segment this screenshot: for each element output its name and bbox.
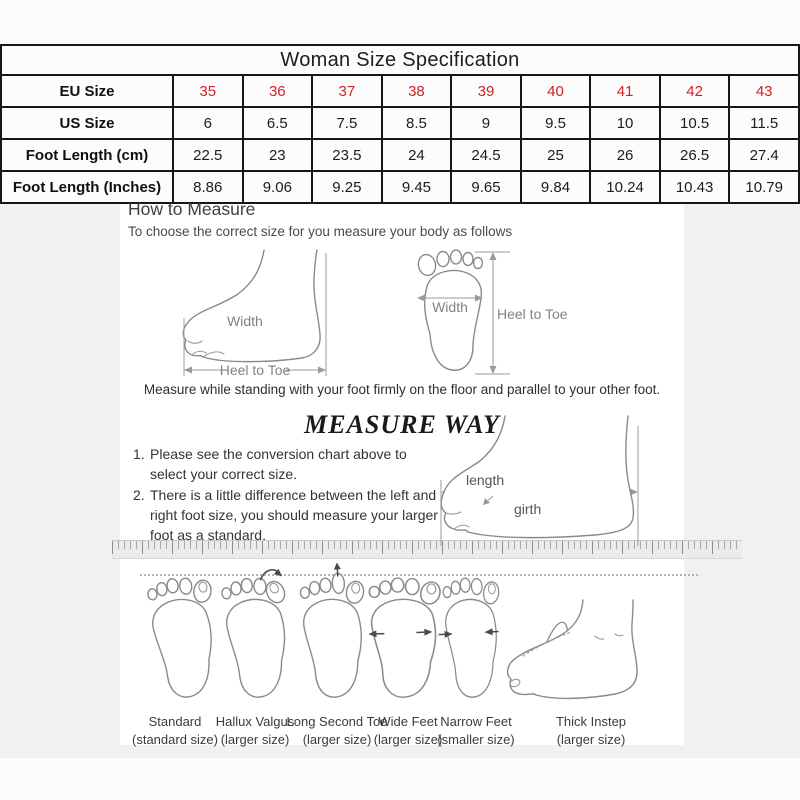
sole-heel-to-toe-label: Heel to Toe [497, 306, 568, 322]
size-value-cell: 39 [450, 74, 522, 108]
size-value-cell: 9.06 [241, 170, 314, 204]
size-value-cell: 9.84 [519, 170, 592, 204]
foot-type-label: Standard (standard size) [125, 713, 225, 749]
size-row-label: Foot Length (cm) [0, 138, 174, 172]
size-value-cell: 6 [172, 106, 244, 140]
foot-type-note: (smaller size) [437, 732, 515, 748]
size-value-cell: 11.5 [728, 106, 800, 140]
size-value-cell: 10.5 [658, 106, 731, 140]
foot-type-note: (larger size) [556, 732, 626, 748]
foot-sole-outline [423, 269, 483, 371]
foot-type-name: Wide Feet [378, 714, 438, 729]
size-value-cell: 10.79 [728, 170, 800, 204]
size-value-cell: 38 [380, 74, 453, 108]
foot-hallux-valgus-illustration [221, 568, 286, 698]
table-title: Woman Size Specification [0, 44, 800, 76]
foot-type-note: (standard size) [132, 732, 218, 748]
size-value-cell: 23 [241, 138, 314, 172]
foot-side-outline [182, 249, 321, 363]
size-value-cell: 24.5 [450, 138, 522, 172]
foot-type-name: Long Second Toe [286, 714, 388, 729]
size-value-cell: 26.5 [658, 138, 731, 172]
side-heel-to-toe-label: Heel to Toe [219, 362, 291, 378]
measure-way-step: There is a little difference between the… [133, 485, 438, 544]
size-table-row: Foot Length (cm) 22.5 23 23.5 24 24.5 25 26 26.5… [0, 138, 800, 172]
foot-sole-view-diagram [417, 249, 510, 375]
size-table-body: EU Size 35 36 37 38 39 40 41 42 43 US Size 6 6.5 7.5 8… [0, 74, 800, 204]
size-value-cell: 9.45 [380, 170, 453, 204]
foot-type-label: Hallux Valgus (larger size) [205, 713, 305, 749]
size-value-cell: 10.24 [589, 170, 661, 204]
measure-way-step: Please see the conversion chart above to… [133, 444, 407, 483]
size-value-cell: 10 [589, 106, 661, 140]
size-value-cell: 8.5 [380, 106, 453, 140]
size-row-label: Foot Length (Inches) [0, 170, 174, 204]
size-value-cell: 8.86 [172, 170, 244, 204]
measure-way-heading: MEASURE WAY [304, 410, 500, 439]
sole-width-label: Width [432, 299, 468, 315]
measure-standing-note: Measure while standing with your foot fi… [143, 382, 661, 397]
foot-type-note: (larger size) [373, 732, 443, 748]
size-table-row: EU Size 35 36 37 38 39 40 41 42 43 [0, 74, 800, 108]
length-label: length [466, 472, 505, 488]
measure-way-steps: Please see the conversion chart above to… [133, 444, 445, 545]
size-value-cell: 35 [172, 74, 244, 108]
thick-instep-outline [506, 599, 638, 700]
foot-wide-illustration [368, 577, 441, 698]
foot-type-label: Narrow Feet (smaller size) [426, 713, 526, 749]
foot-type-name: Thick Instep [555, 714, 627, 729]
table-title-row: Woman Size Specification [0, 44, 800, 76]
foot-length-outline [440, 415, 635, 539]
foot-thick-instep-illustration [506, 599, 638, 700]
size-value-cell: 7.5 [311, 106, 383, 140]
size-value-cell: 9.5 [519, 106, 592, 140]
size-row-label: US Size [0, 106, 174, 140]
big-toe [417, 253, 437, 277]
size-value-cell: 23.5 [311, 138, 383, 172]
foot-type-note: (larger size) [302, 732, 372, 748]
foot-narrow-illustration [438, 577, 500, 698]
size-value-cell: 9.65 [450, 170, 522, 204]
size-value-cell: 22.5 [172, 138, 244, 172]
size-value-cell: 9 [450, 106, 522, 140]
side-width-label: Width [227, 313, 263, 329]
size-value-cell: 6.5 [241, 106, 314, 140]
foot-long-second-toe-illustration [299, 562, 365, 698]
size-value-cell: 9.25 [311, 170, 383, 204]
size-table-row: Foot Length (Inches) 8.86 9.06 9.25 9.45 9.65… [0, 170, 800, 204]
ruler [112, 540, 742, 559]
foot-type-name: Narrow Feet [440, 714, 512, 729]
foot-type-label: Thick Instep (larger size) [541, 713, 641, 749]
size-value-cell: 36 [241, 74, 314, 108]
girth-label: girth [514, 501, 542, 517]
size-value-cell: 37 [311, 74, 383, 108]
size-value-cell: 41 [589, 74, 661, 108]
size-value-cell: 43 [728, 74, 800, 108]
foot-type-name: Hallux Valgus [215, 714, 295, 729]
foot-length-girth-diagram [440, 415, 639, 546]
size-table-row: US Size 6 6.5 7.5 8.5 9 9.5 10 10.5 11.5 [0, 106, 800, 140]
size-row-label: EU Size [0, 74, 174, 108]
foot-side-view-diagram [182, 249, 327, 376]
foot-type-label: Long Second Toe (larger size) [282, 713, 392, 749]
toe-alignment-dotted-line [140, 574, 698, 576]
foot-type-label: Wide Feet (larger size) [358, 713, 458, 749]
size-value-cell: 10.43 [658, 170, 731, 204]
size-value-cell: 40 [519, 74, 592, 108]
size-value-cell: 42 [658, 74, 731, 108]
size-value-cell: 25 [519, 138, 592, 172]
size-value-cell: 27.4 [728, 138, 800, 172]
foot-type-note: (larger size) [220, 732, 290, 748]
size-value-cell: 24 [380, 138, 453, 172]
how-to-measure-heading: How to Measure [128, 199, 256, 219]
how-to-measure-subtitle: To choose the correct size for you measu… [128, 224, 513, 239]
size-value-cell: 26 [589, 138, 661, 172]
size-chart-table: Woman Size Specification EU Size 35 36 37 38… [0, 44, 800, 204]
foot-standard-illustration [147, 577, 212, 698]
foot-type-name: Standard [148, 714, 202, 729]
